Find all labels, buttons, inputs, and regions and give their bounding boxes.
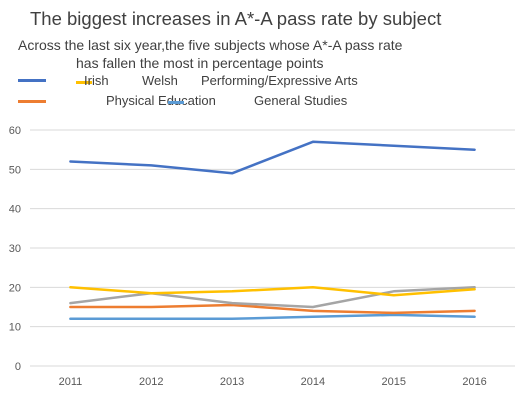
x-axis-tick-labels: 2011 2012 2013 2014 2015 2016 [59, 376, 487, 388]
y-tick-label: 30 [9, 243, 21, 255]
series-line-performing-expressive-arts [69, 286, 476, 309]
x-tick-label: 2013 [220, 376, 244, 388]
x-tick-label: 2014 [301, 376, 325, 388]
legend-label-physical-education: Physical Education [106, 93, 216, 108]
legend-swatch-general-studies [168, 101, 184, 104]
x-tick-label: 2011 [59, 376, 83, 388]
x-tick-label: 2015 [382, 376, 406, 388]
legend-label-general-studies: General Studies [254, 93, 348, 108]
legend-label-performing-arts: Performing/Expressive Arts [201, 73, 358, 88]
chart-subtitle-line-2: has fallen the most in percentage points [76, 55, 324, 71]
x-tick-label: 2012 [139, 376, 163, 388]
y-tick-label: 0 [15, 361, 21, 373]
series-line-welsh [69, 286, 476, 297]
y-tick-label: 10 [9, 322, 21, 334]
legend-swatch-physical-education [18, 100, 46, 103]
series-lines [69, 140, 476, 321]
chart-subtitle-line-1: Across the last six year,the five subjec… [18, 37, 403, 53]
y-tick-label: 40 [9, 204, 21, 216]
y-tick-label: 50 [9, 164, 21, 176]
legend-swatch-irish [18, 79, 46, 82]
y-axis-tick-labels: 0 10 20 30 40 50 60 [9, 125, 21, 373]
series-line-physical-education [69, 303, 476, 315]
series-line-irish [69, 140, 476, 175]
y-tick-label: 60 [9, 125, 21, 137]
x-tick-label: 2016 [462, 376, 486, 388]
chart-title: The biggest increases in A*-A pass rate … [30, 8, 442, 29]
gridlines [30, 129, 515, 367]
legend-swatch-welsh [76, 81, 92, 84]
series-line-general-studies [69, 313, 476, 321]
y-tick-label: 20 [9, 282, 21, 294]
legend-label-irish: Irish [84, 73, 109, 88]
legend-label-welsh: Welsh [142, 73, 178, 88]
